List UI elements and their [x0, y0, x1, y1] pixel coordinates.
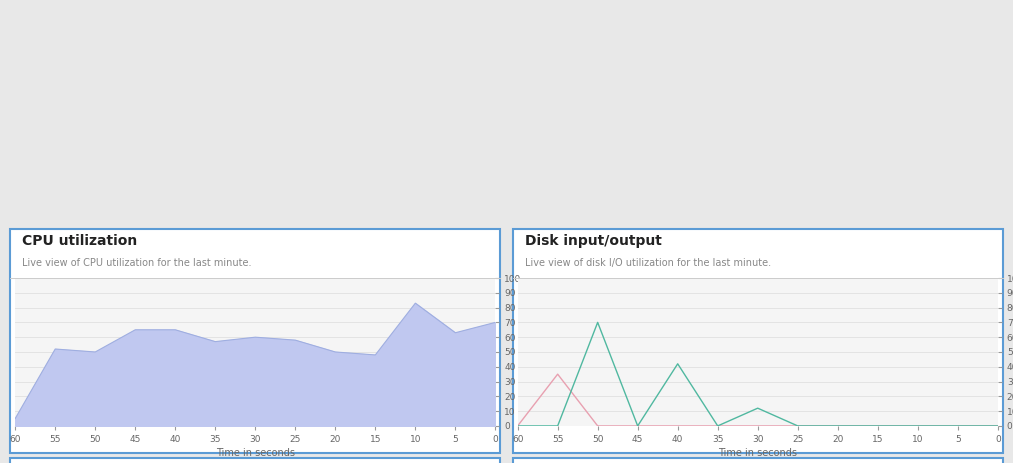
Text: Live view of disk I/O utilization for the last minute.: Live view of disk I/O utilization for th… [525, 258, 771, 268]
Text: Disk input/output: Disk input/output [525, 234, 661, 248]
Y-axis label: % Utilization: % Utilization [524, 323, 533, 381]
X-axis label: Time in seconds: Time in seconds [718, 448, 797, 458]
Text: CPU utilization: CPU utilization [22, 234, 138, 248]
X-axis label: Time in seconds: Time in seconds [216, 448, 295, 458]
Text: Live view of CPU utilization for the last minute.: Live view of CPU utilization for the las… [22, 258, 252, 268]
